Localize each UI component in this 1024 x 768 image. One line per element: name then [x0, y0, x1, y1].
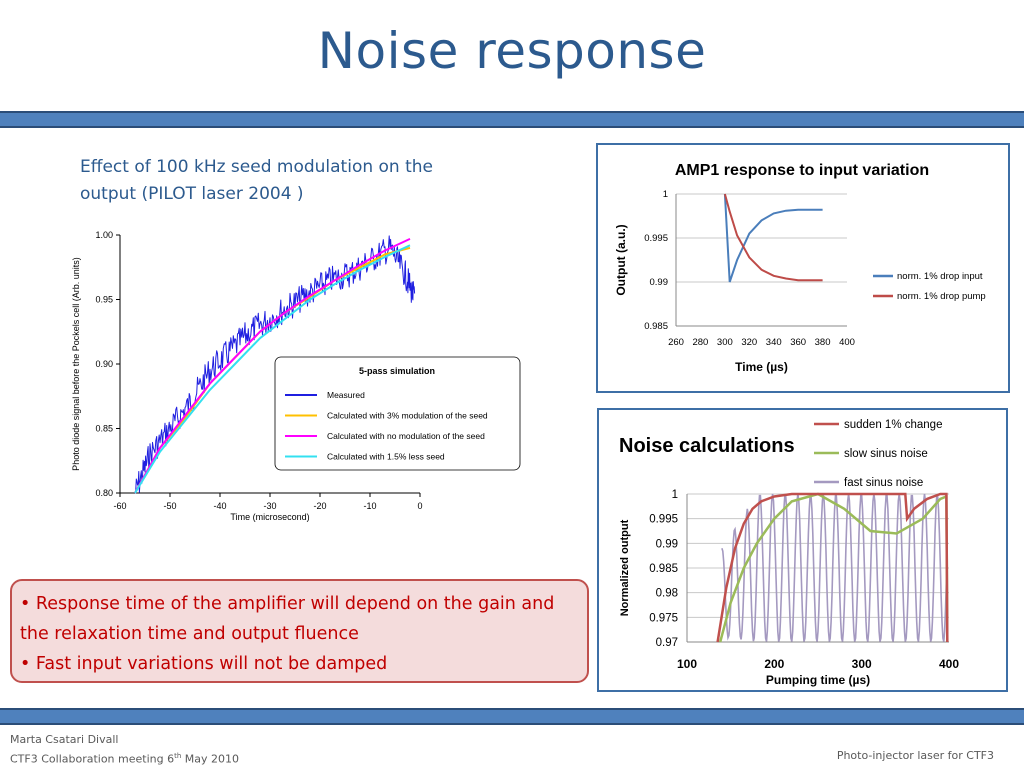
series-line-1 [723, 193, 823, 283]
x-tick-label: 280 [692, 337, 708, 348]
x-tick-label: 100 [677, 657, 697, 671]
series-line-2 [723, 193, 823, 282]
legend-label-2: slow sinus noise [844, 448, 928, 460]
x-tick-label: 200 [764, 657, 784, 671]
y-axis-title: Normalized output [619, 519, 631, 616]
chart-title: Noise calculations [619, 435, 795, 457]
y-tick-label: 0.995 [649, 514, 678, 526]
slide-title: Noise response [317, 22, 707, 80]
x-tick-label: -50 [163, 501, 176, 511]
noise-calculations-chart: Noise calculations 0.97 0.975 0.98 0.985 0.99… [619, 419, 959, 687]
bullet-2: • Fast input variations will not be damp… [20, 654, 388, 674]
x-tick-label: -20 [313, 501, 326, 511]
seed-modulation-chart: 0.80 0.85 0.90 0.95 1.00 -60 -50 -40 -30 -20 -10 0 T… [71, 230, 521, 522]
legend-label-1: sudden 1% change [844, 419, 942, 431]
x-tick-label: 340 [766, 337, 782, 348]
caption-line-2: output (PILOT laser 2004 ) [80, 184, 304, 204]
legend-title: 5-pass simulation [359, 366, 435, 376]
legend-box [274, 356, 521, 471]
x-tick-label: -60 [113, 501, 126, 511]
legend-label-4: Calculated with 1.5% less seed [327, 452, 445, 462]
x-axis-title: Pumping time (µs) [766, 673, 870, 687]
legend-label-2: Calculated with 3% modulation of the see… [327, 411, 488, 421]
footer-meeting-suffix: May 2010 [181, 752, 240, 766]
amp1-response-chart: AMP1 response to input variation 0.985 0.9… [614, 162, 986, 374]
chart-caption: Effect of 100 kHz seed modulation on the… [80, 154, 500, 208]
footer-right: Photo-injector laser for CTF3 [836, 749, 994, 762]
bullet-1-text: Response time of the amplifier will depe… [20, 594, 555, 644]
x-tick-label: 360 [790, 337, 806, 348]
y-axis-title: Photo diode signal before the Pockels ce… [71, 257, 81, 471]
legend-label-3: fast sinus noise [844, 477, 923, 489]
legend-label-3: Calculated with no modulation of the see… [327, 431, 485, 441]
top-divider-band [0, 111, 1024, 128]
y-tick-label: 1 [672, 489, 678, 501]
footer-meeting-prefix: CTF3 Collaboration meeting 6 [10, 752, 175, 766]
key-points-callout: • Response time of the amplifier will de… [10, 579, 589, 683]
y-tick-label: 0.995 [644, 233, 668, 244]
series-line-2 [718, 492, 949, 643]
y-tick-label: 0.99 [650, 277, 669, 288]
y-tick-label: 0.98 [656, 588, 678, 600]
y-axis-title: Output (a.u.) [614, 224, 628, 295]
y-tick-label: 0.80 [95, 488, 113, 498]
x-tick-label: 400 [939, 657, 959, 671]
x-tick-label: 300 [717, 337, 733, 348]
footer-author: Marta Csatari Divall [10, 733, 119, 746]
bullet-1: • Response time of the amplifier will de… [20, 594, 555, 644]
x-tick-label: -30 [263, 501, 276, 511]
legend-label-1: norm. 1% drop input [897, 271, 983, 282]
y-tick-label: 0.95 [95, 295, 113, 305]
footer-left: Marta Csatari Divall CTF3 Collaboration … [10, 731, 239, 768]
bullet-2-text: Fast input variations will not be damped [35, 654, 388, 674]
y-tick-label: 1 [663, 189, 668, 200]
series-line-4 [134, 244, 411, 494]
noise-calculations-panel: Noise calculations 0.97 0.975 0.98 0.985 0.99… [597, 408, 1008, 692]
chart-title: AMP1 response to input variation [675, 162, 929, 179]
legend-label-1: Measured [327, 390, 365, 400]
caption-line-1: Effect of 100 kHz seed modulation on the [80, 157, 434, 177]
x-tick-label: -40 [213, 501, 226, 511]
y-tick-label: 0.85 [95, 424, 113, 434]
x-axis-title: Time (microsecond) [230, 512, 309, 522]
y-tick-label: 0.985 [649, 563, 678, 575]
bottom-divider-band [0, 708, 1024, 725]
y-tick-label: 0.99 [656, 538, 678, 550]
y-tick-label: 0.975 [649, 612, 678, 624]
x-tick-label: 300 [852, 657, 872, 671]
x-axis-title: Time (µs) [735, 360, 788, 374]
x-tick-label: 400 [839, 337, 855, 348]
y-tick-label: 1.00 [95, 230, 113, 240]
x-tick-label: 320 [741, 337, 757, 348]
legend-label-2: norm. 1% drop pump [897, 291, 986, 302]
series-line-1 [716, 492, 949, 643]
x-tick-label: 380 [815, 337, 831, 348]
y-tick-label: 0.97 [656, 637, 678, 649]
x-tick-label: 260 [668, 337, 684, 348]
x-tick-label: -10 [363, 501, 376, 511]
footer-meeting-sup: th [174, 752, 182, 760]
y-tick-label: 0.985 [644, 321, 668, 332]
series-line-3 [721, 493, 948, 642]
x-tick-label: 0 [417, 501, 422, 511]
series-line-3 [134, 237, 411, 494]
plot-area [716, 492, 949, 643]
y-tick-label: 0.90 [95, 359, 113, 369]
footer-meeting: CTF3 Collaboration meeting 6th May 2010 [10, 748, 239, 768]
amp1-response-panel: AMP1 response to input variation 0.985 0.9… [596, 143, 1010, 393]
